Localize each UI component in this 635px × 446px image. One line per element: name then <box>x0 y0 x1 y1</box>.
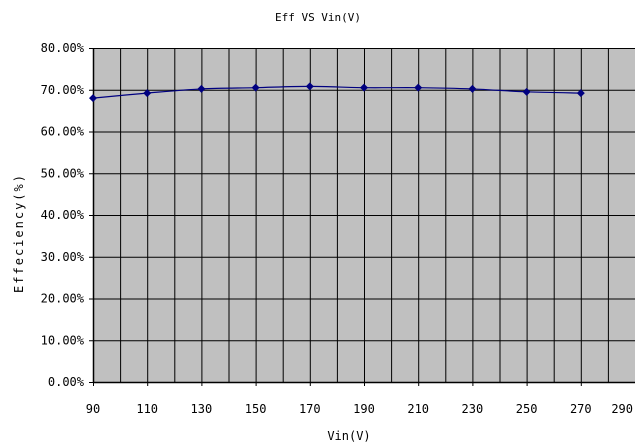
x-tick-label: 290 <box>611 402 633 416</box>
y-axis-label: Effeciency(%) <box>12 173 26 293</box>
y-tick-labels: 0.00% 10.00% 20.00% 30.00% 40.00% 50.00% 60.00… <box>41 41 93 389</box>
y-tick-label: 70.00% <box>41 83 85 97</box>
data-point-marker <box>576 89 585 98</box>
y-tick-label: 20.00% <box>41 292 85 306</box>
x-tick-label: 170 <box>299 402 321 416</box>
data-point-marker <box>143 89 152 98</box>
x-tick-labels: 90 110 130 150 170 190 210 230 250 270 290 <box>86 382 633 416</box>
x-tick-label: 190 <box>353 402 375 416</box>
y-tick-label: 10.00% <box>41 333 85 347</box>
grid-lines <box>93 48 635 383</box>
data-point-marker <box>89 94 97 103</box>
x-tick-label: 90 <box>86 402 100 416</box>
data-point-marker <box>468 84 477 93</box>
x-tick-label: 210 <box>407 402 429 416</box>
series-line <box>92 85 581 99</box>
x-axis-label: Vin(V) <box>327 429 370 443</box>
data-point-marker <box>305 82 314 91</box>
data-point-marker <box>251 83 260 92</box>
y-tick-label: 0.00% <box>48 375 85 389</box>
x-tick-label: 130 <box>191 402 213 416</box>
x-tick-label: 150 <box>245 402 267 416</box>
x-tick-label: 110 <box>136 402 158 416</box>
x-tick-label: 230 <box>462 402 484 416</box>
y-tick-label: 40.00% <box>41 208 85 222</box>
chart-title: Eff VS Vin(V) <box>275 11 361 24</box>
x-tick-label: 270 <box>570 402 592 416</box>
data-point-marker <box>414 83 423 92</box>
data-point-marker <box>197 84 206 93</box>
data-point-marker <box>360 83 368 92</box>
y-tick-label: 30.00% <box>41 250 85 264</box>
data-point-marker <box>522 87 531 96</box>
y-tick-label: 50.00% <box>41 166 85 180</box>
y-tick-label: 60.00% <box>41 125 85 139</box>
series-group <box>89 82 585 103</box>
y-tick-label: 80.00% <box>41 41 85 55</box>
x-tick-label: 250 <box>516 402 538 416</box>
